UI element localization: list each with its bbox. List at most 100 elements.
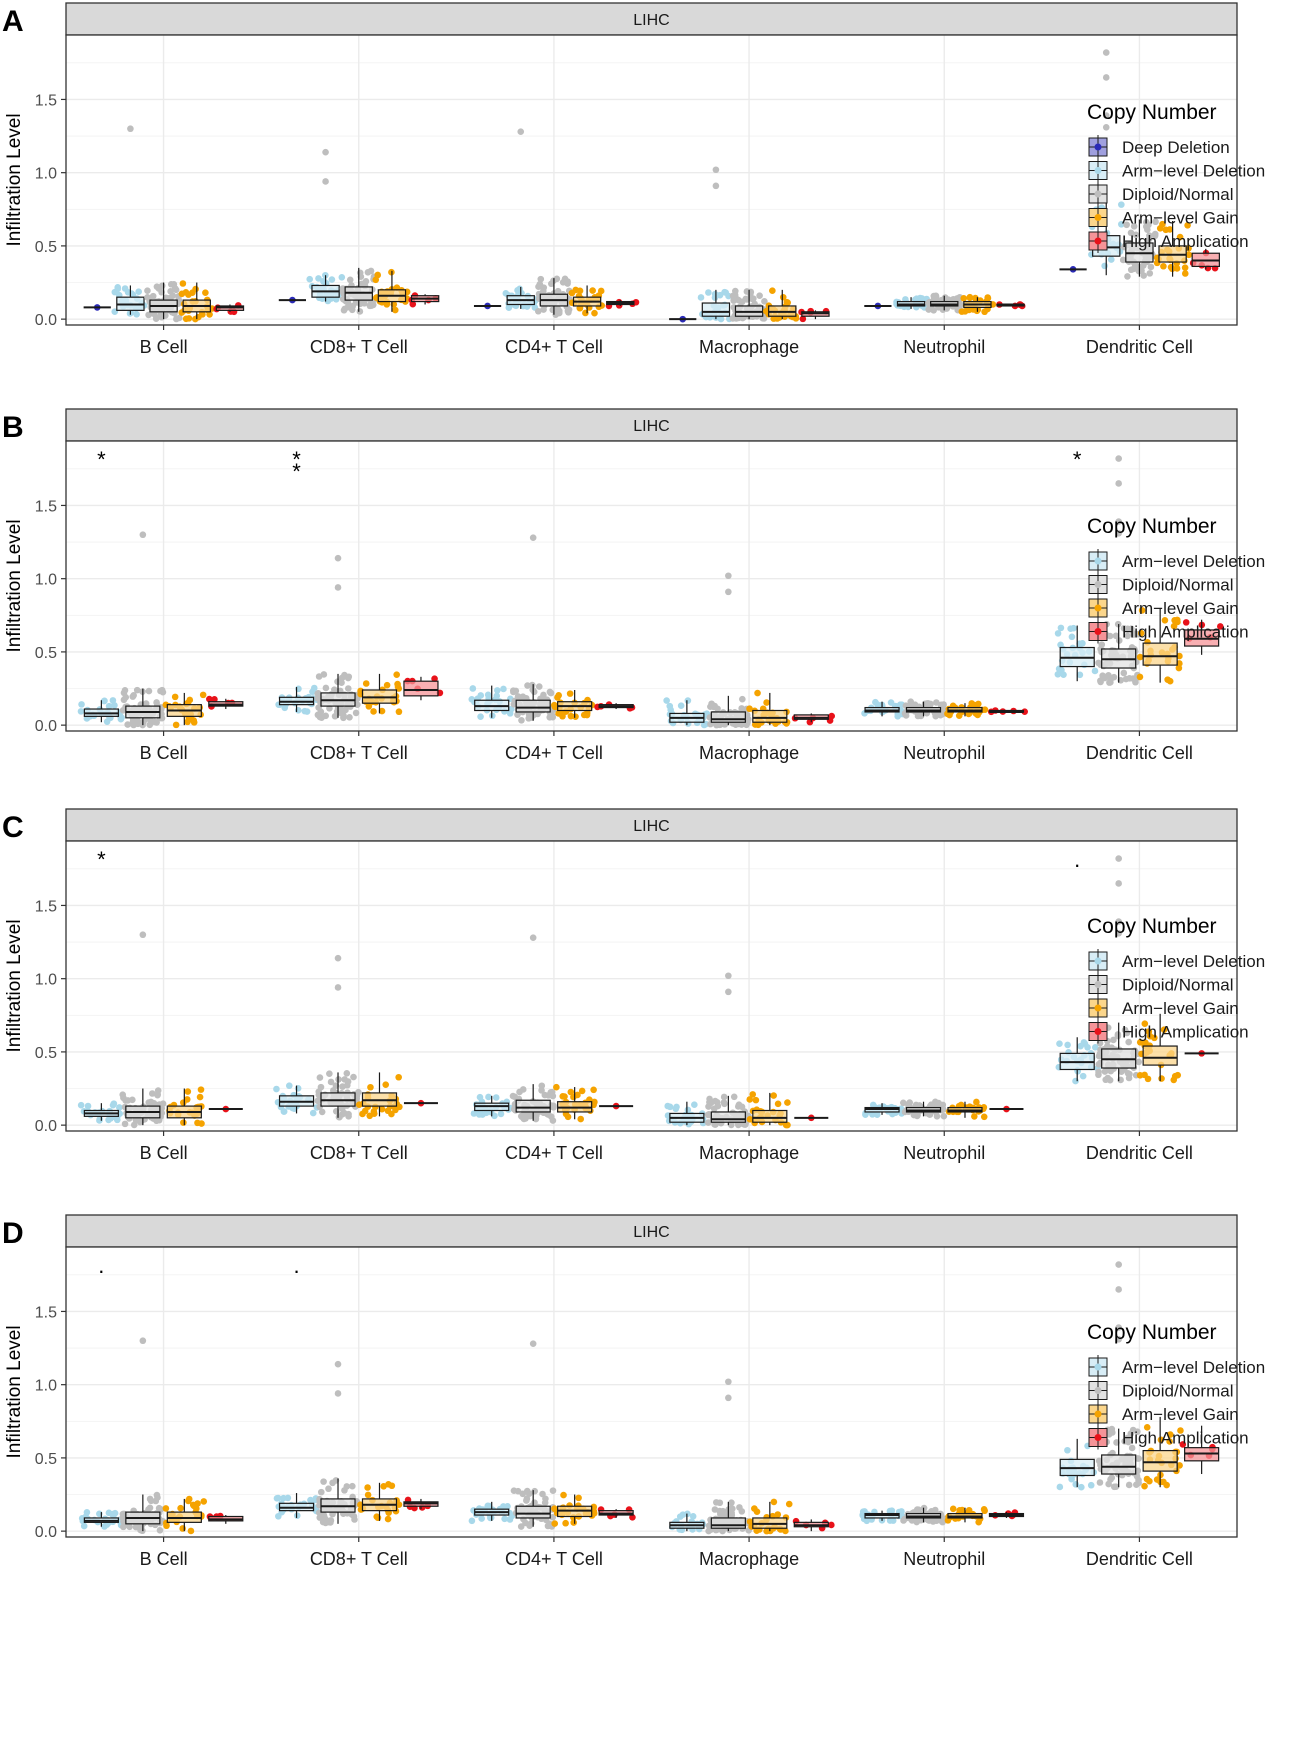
data-point	[148, 1090, 156, 1097]
data-point	[886, 1507, 894, 1515]
legend-swatch-point	[1094, 1363, 1102, 1371]
data-point	[738, 1508, 746, 1515]
legend-title: Copy Number	[1087, 101, 1217, 124]
data-point	[355, 1101, 363, 1108]
data-point	[799, 315, 807, 323]
data-point	[1055, 665, 1063, 673]
data-point	[746, 705, 753, 713]
legend-swatch-point	[1094, 190, 1102, 198]
data-point	[1091, 1044, 1099, 1051]
data-point	[317, 708, 325, 716]
data-point	[180, 1099, 187, 1106]
data-point	[366, 1112, 374, 1120]
data-point	[109, 697, 117, 704]
data-point	[197, 1086, 205, 1093]
legend-title: Copy Number	[1087, 915, 1217, 938]
data-point	[327, 1078, 335, 1086]
legend-title: Copy Number	[1087, 515, 1217, 538]
data-point	[167, 281, 175, 288]
data-point	[1174, 1071, 1182, 1079]
data-point	[1124, 625, 1131, 633]
data-point	[916, 294, 924, 302]
data-point	[307, 1496, 314, 1504]
x-tick-label: Neutrophil	[903, 1143, 985, 1163]
data-point	[1134, 1428, 1141, 1435]
data-point	[1181, 270, 1189, 277]
data-point	[509, 1092, 517, 1100]
x-tick-label: B Cell	[140, 337, 188, 357]
data-point	[155, 285, 163, 292]
data-point	[510, 688, 517, 696]
data-point	[538, 1082, 546, 1090]
data-point	[828, 712, 835, 720]
data-point	[591, 309, 598, 317]
data-point	[872, 698, 879, 706]
data-point	[111, 702, 118, 709]
data-point	[1095, 1061, 1103, 1068]
legend-entry: Deep Deletion	[1122, 138, 1230, 157]
data-point	[549, 1487, 557, 1494]
data-point	[1138, 607, 1146, 614]
data-point	[395, 708, 403, 716]
data-point	[1135, 1058, 1143, 1066]
data-point	[84, 1102, 92, 1110]
data-point	[1105, 671, 1112, 679]
data-point	[273, 1085, 280, 1093]
data-point	[1101, 262, 1108, 270]
data-point	[348, 306, 356, 314]
data-point	[77, 1101, 85, 1109]
outlier-point	[1115, 480, 1122, 487]
x-tick-label: B Cell	[140, 1549, 188, 1569]
data-point	[1147, 263, 1155, 271]
outlier-point	[1115, 518, 1122, 525]
y-tick-label: 0.5	[35, 1451, 57, 1468]
outlier-point	[1102, 74, 1110, 81]
data-point	[968, 700, 976, 707]
data-point	[939, 1105, 947, 1112]
plot-border	[65, 1246, 1238, 1538]
data-point	[722, 289, 729, 296]
data-point	[309, 688, 316, 696]
data-point	[975, 700, 982, 708]
data-point	[1158, 1075, 1165, 1082]
data-point	[1146, 1477, 1153, 1485]
data-point	[155, 1116, 163, 1124]
y-tick-label: 0.5	[35, 645, 57, 662]
outlier-point	[334, 984, 342, 991]
data-point	[1132, 678, 1139, 686]
data-point	[1064, 1446, 1071, 1454]
data-point	[320, 671, 328, 678]
data-point	[518, 716, 525, 724]
data-point	[130, 1121, 138, 1129]
data-point	[152, 315, 160, 322]
data-point	[1076, 671, 1084, 679]
data-point	[352, 709, 360, 717]
data-point	[981, 1507, 988, 1515]
data-point	[192, 285, 199, 293]
legend-swatch-point	[1094, 581, 1102, 588]
data-point	[362, 680, 370, 687]
x-tick-label: CD4+ T Cell	[505, 1143, 603, 1163]
data-point	[532, 1115, 540, 1123]
data-point	[356, 308, 364, 315]
data-point	[354, 701, 361, 708]
box-body	[515, 1099, 551, 1113]
data-point	[350, 1073, 357, 1081]
legend-entry: Diploid/Normal	[1122, 576, 1233, 595]
data-point	[1097, 678, 1104, 686]
data-point	[940, 1112, 948, 1120]
data-point	[506, 710, 514, 717]
x-tick-label: Macrophage	[699, 1549, 799, 1569]
data-point	[711, 290, 719, 298]
data-point	[546, 714, 554, 721]
chart-panel-b: B LIHC* ** *0.00.51.01.5B Cell CD8+ T Cell CD…	[2, 408, 1265, 763]
data-point	[320, 1478, 327, 1485]
y-axis-label: Infiltration Level	[4, 919, 25, 1052]
x-tick-label: CD4+ T Cell	[505, 337, 603, 357]
data-point	[1068, 633, 1076, 641]
outlier-point	[712, 166, 720, 174]
data-point	[1124, 632, 1131, 640]
data-point	[367, 1083, 374, 1091]
data-point	[934, 1101, 942, 1109]
outlier-point	[322, 148, 329, 156]
